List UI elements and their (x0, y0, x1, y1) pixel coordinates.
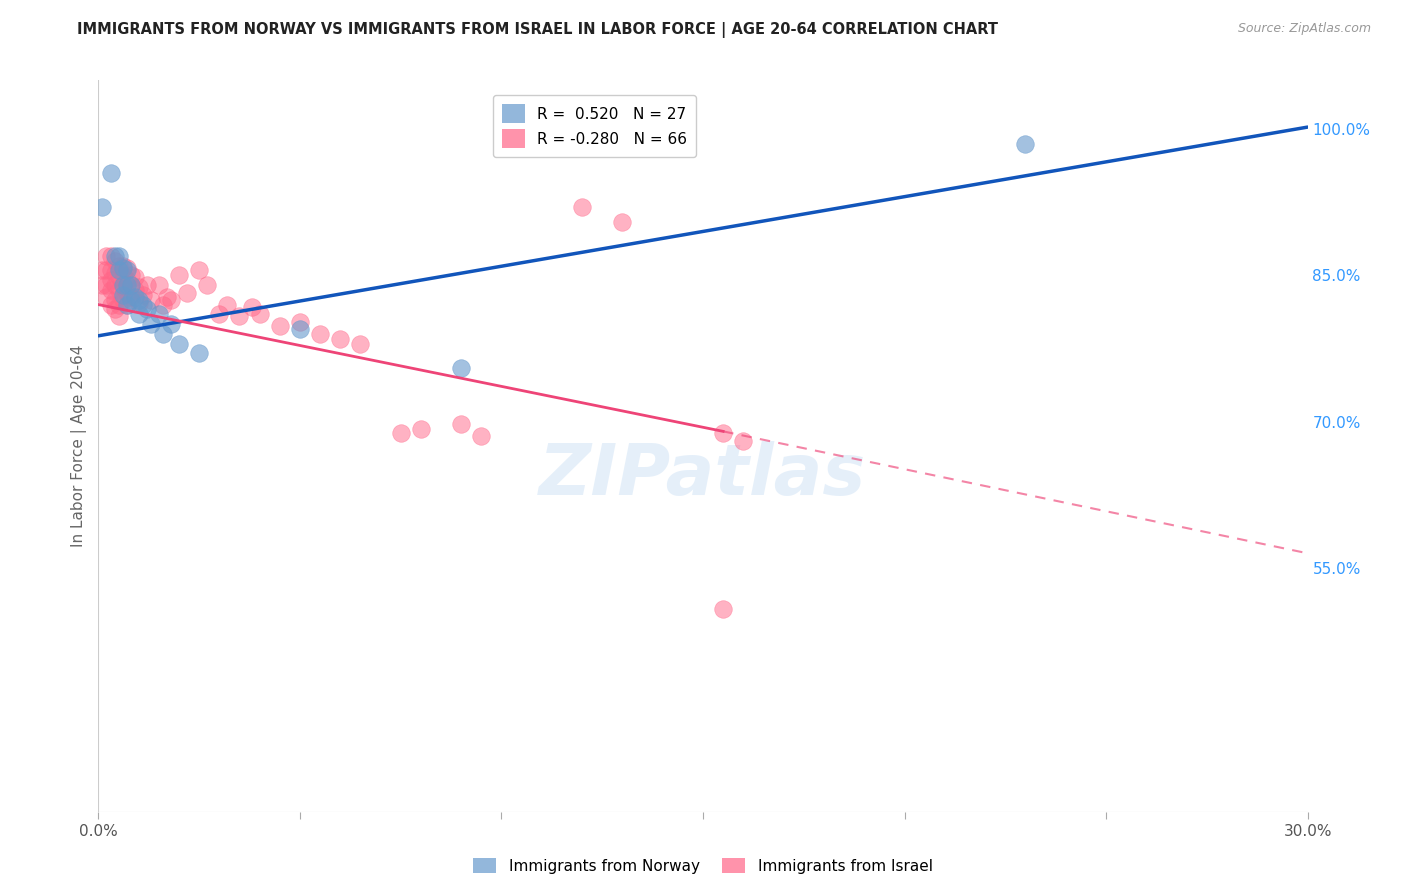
Point (91, 263, 114, 277)
Point (152, 326, 174, 341)
Point (115, 263, 138, 277)
Point (111, 260, 134, 275)
Point (128, 307, 150, 321)
Point (111, 268, 134, 283)
Point (176, 285, 198, 300)
Point (188, 346, 211, 360)
Point (103, 302, 125, 317)
Point (115, 278, 138, 293)
Text: ZIPatlas: ZIPatlas (540, 441, 866, 509)
Point (111, 278, 134, 293)
Point (111, 293, 134, 307)
Point (91, 278, 114, 293)
Point (124, 270, 146, 285)
Point (160, 293, 183, 307)
Point (128, 280, 150, 294)
Point (100, 249, 122, 263)
Point (107, 283, 129, 297)
Point (115, 273, 138, 287)
Point (240, 300, 263, 314)
Text: Source: ZipAtlas.com: Source: ZipAtlas.com (1237, 22, 1371, 36)
Point (111, 259, 134, 273)
Point (111, 280, 134, 294)
Point (115, 297, 138, 311)
Legend: Immigrants from Norway, Immigrants from Israel: Immigrants from Norway, Immigrants from … (467, 852, 939, 880)
Point (115, 285, 138, 300)
Point (100, 273, 122, 287)
Point (124, 290, 146, 304)
Point (107, 249, 129, 263)
Point (167, 336, 190, 351)
Point (450, 417, 472, 431)
Point (103, 253, 125, 268)
Point (228, 310, 250, 324)
Point (156, 290, 179, 304)
Point (103, 278, 125, 293)
Point (188, 263, 211, 277)
Point (96, 249, 118, 263)
Point (152, 297, 174, 311)
Y-axis label: In Labor Force | Age 20-64: In Labor Force | Age 20-64 (72, 345, 87, 547)
Point (107, 310, 129, 324)
Point (132, 297, 155, 311)
Point (167, 268, 190, 283)
Point (733, 434, 755, 449)
Point (120, 278, 142, 293)
Point (148, 307, 170, 321)
Point (120, 293, 142, 307)
Point (111, 288, 134, 302)
Point (124, 283, 146, 297)
Point (450, 361, 472, 376)
Point (389, 426, 412, 441)
Point (128, 293, 150, 307)
Point (208, 307, 231, 321)
Point (100, 297, 122, 311)
Point (100, 166, 122, 180)
Point (349, 336, 371, 351)
Text: IMMIGRANTS FROM NORWAY VS IMMIGRANTS FROM ISRAEL IN LABOR FORCE | AGE 20-64 CORR: IMMIGRANTS FROM NORWAY VS IMMIGRANTS FRO… (77, 22, 998, 38)
Point (217, 297, 239, 311)
Point (612, 215, 634, 229)
Point (711, 602, 734, 616)
Point (107, 297, 129, 311)
Point (115, 297, 138, 311)
Point (96, 278, 118, 293)
Point (120, 268, 142, 283)
Point (195, 278, 218, 293)
Point (1014, 136, 1036, 151)
Point (135, 302, 157, 317)
Point (135, 278, 157, 293)
Point (96, 263, 118, 277)
Point (148, 278, 170, 293)
Point (139, 293, 162, 307)
Point (120, 290, 142, 304)
Point (107, 259, 129, 273)
Point (128, 295, 150, 310)
Point (309, 326, 332, 341)
Point (103, 249, 125, 263)
Point (571, 200, 593, 214)
Point (115, 260, 138, 275)
Point (107, 270, 129, 285)
Point (288, 322, 311, 336)
Point (249, 307, 271, 321)
Point (269, 319, 291, 334)
Point (103, 266, 125, 280)
Point (100, 263, 122, 277)
Point (96, 290, 118, 304)
Point (470, 429, 492, 443)
Point (120, 278, 142, 293)
Point (329, 332, 352, 346)
Point (100, 283, 122, 297)
Point (139, 317, 162, 331)
Legend: R =  0.520   N = 27, R = -0.280   N = 66: R = 0.520 N = 27, R = -0.280 N = 66 (494, 95, 696, 157)
Point (409, 422, 432, 436)
Point (160, 317, 183, 331)
Point (91, 200, 114, 214)
Point (107, 263, 129, 277)
Point (132, 288, 155, 302)
Point (288, 315, 311, 329)
Point (711, 426, 734, 441)
Point (103, 293, 125, 307)
